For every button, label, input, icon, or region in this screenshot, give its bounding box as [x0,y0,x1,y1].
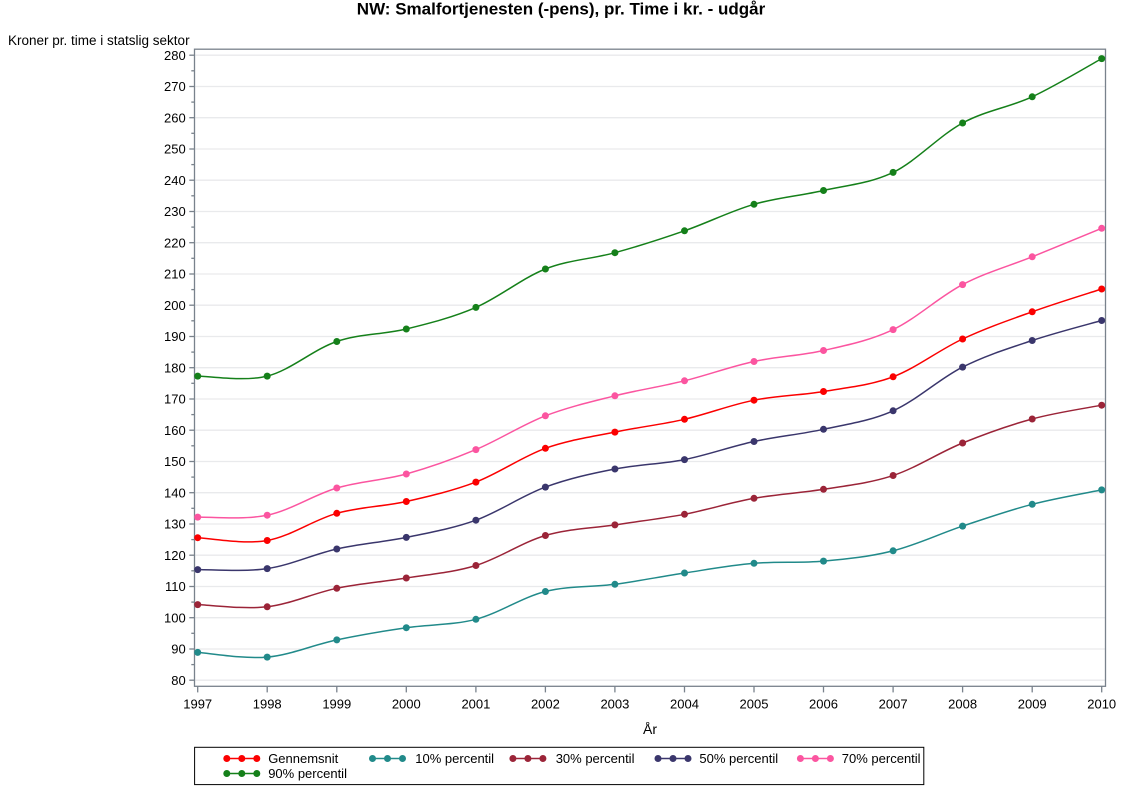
svg-text:210: 210 [164,267,186,282]
svg-text:110: 110 [165,579,186,594]
svg-text:2007: 2007 [879,697,908,712]
svg-text:1999: 1999 [322,697,351,712]
svg-text:2010: 2010 [1087,697,1116,712]
svg-text:240: 240 [164,173,186,188]
svg-text:2004: 2004 [670,697,699,712]
svg-text:90: 90 [171,642,185,657]
svg-text:2005: 2005 [740,697,769,712]
svg-text:150: 150 [164,454,186,469]
svg-text:30% percentil: 30% percentil [556,751,635,766]
svg-text:1997: 1997 [183,697,212,712]
svg-text:90% percentil: 90% percentil [268,766,347,781]
svg-text:260: 260 [164,110,186,125]
svg-text:270: 270 [164,79,186,94]
svg-text:2002: 2002 [531,697,560,712]
svg-text:120: 120 [164,548,186,563]
svg-text:280: 280 [164,48,186,63]
svg-text:100: 100 [164,610,186,625]
svg-text:2006: 2006 [809,697,838,712]
svg-text:140: 140 [164,485,186,500]
svg-text:200: 200 [164,298,186,313]
svg-text:2000: 2000 [392,697,421,712]
svg-text:180: 180 [164,360,186,375]
svg-text:Kroner pr. time i statslig sek: Kroner pr. time i statslig sektor [8,33,190,48]
svg-text:250: 250 [164,142,186,157]
svg-text:190: 190 [164,329,186,344]
svg-text:2001: 2001 [461,697,490,712]
svg-text:10% percentil: 10% percentil [415,751,494,766]
svg-text:160: 160 [164,423,186,438]
svg-text:70% percentil: 70% percentil [842,751,921,766]
svg-text:2009: 2009 [1018,697,1047,712]
svg-text:2003: 2003 [600,697,629,712]
svg-text:130: 130 [164,517,186,532]
svg-text:Gennemsnit: Gennemsnit [268,751,338,766]
svg-text:År: År [643,721,657,737]
svg-text:220: 220 [164,235,186,250]
svg-text:230: 230 [164,204,186,219]
svg-text:NW: Smalfortjenesten (-pens),: NW: Smalfortjenesten (-pens), pr. Time i… [357,0,766,18]
svg-text:50% percentil: 50% percentil [699,751,778,766]
svg-text:1998: 1998 [253,697,282,712]
svg-text:2008: 2008 [948,697,977,712]
svg-text:170: 170 [164,392,186,407]
svg-text:80: 80 [171,673,185,688]
